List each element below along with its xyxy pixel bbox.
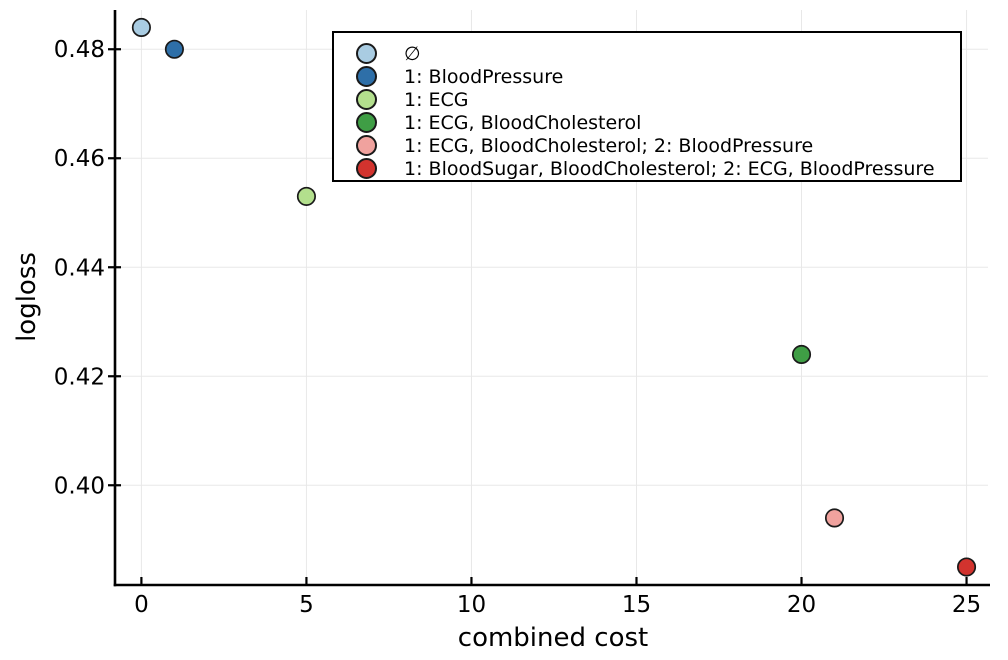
legend-marker-icon xyxy=(356,135,377,156)
legend-label: 1: BloodPressure xyxy=(404,65,564,88)
legend-item: 1: ECG, BloodCholesterol; 2: BloodPressu… xyxy=(356,134,960,157)
legend-item: 1: ECG xyxy=(356,88,960,111)
x-tick-label: 10 xyxy=(457,592,486,618)
legend-item: 1: BloodSugar, BloodCholesterol; 2: ECG,… xyxy=(356,157,960,180)
legend-label: 1: ECG, BloodCholesterol; 2: BloodPressu… xyxy=(404,134,814,157)
data-point xyxy=(131,17,151,37)
legend-label: ∅ xyxy=(404,42,421,65)
x-tick-label: 5 xyxy=(299,592,314,618)
data-point xyxy=(164,39,184,59)
x-tick-label: 0 xyxy=(134,592,149,618)
legend-item: 1: BloodPressure xyxy=(356,65,960,88)
x-axis-label: combined cost xyxy=(457,623,649,653)
legend-marker-icon xyxy=(356,158,377,179)
y-axis-label: logloss xyxy=(12,252,42,342)
x-tick-label: 20 xyxy=(787,592,816,618)
legend-label: 1: ECG xyxy=(404,88,469,111)
y-tick-label: 0.46 xyxy=(54,146,105,172)
data-point xyxy=(296,186,316,206)
x-tick-label: 15 xyxy=(622,592,651,618)
legend-marker-icon xyxy=(356,89,377,110)
legend: ∅ 1: BloodPressure 1: ECG 1: ECG, BloodChol… xyxy=(332,31,962,182)
y-tick-label: 0.42 xyxy=(54,364,105,390)
y-tick-label: 0.40 xyxy=(54,473,105,499)
legend-label: 1: ECG, BloodCholesterol xyxy=(404,111,642,134)
y-tick-label: 0.48 xyxy=(54,37,105,63)
legend-marker-icon xyxy=(356,112,377,133)
x-tick-label: 25 xyxy=(952,592,981,618)
y-tick-label: 0.44 xyxy=(54,255,105,281)
legend-item: ∅ xyxy=(356,42,960,65)
legend-marker-icon xyxy=(356,43,377,64)
legend-item: 1: ECG, BloodCholesterol xyxy=(356,111,960,134)
legend-label: 1: BloodSugar, BloodCholesterol; 2: ECG,… xyxy=(404,157,935,180)
data-point xyxy=(824,508,845,528)
data-point xyxy=(791,344,812,365)
legend-marker-icon xyxy=(356,66,377,87)
data-point xyxy=(956,557,977,577)
